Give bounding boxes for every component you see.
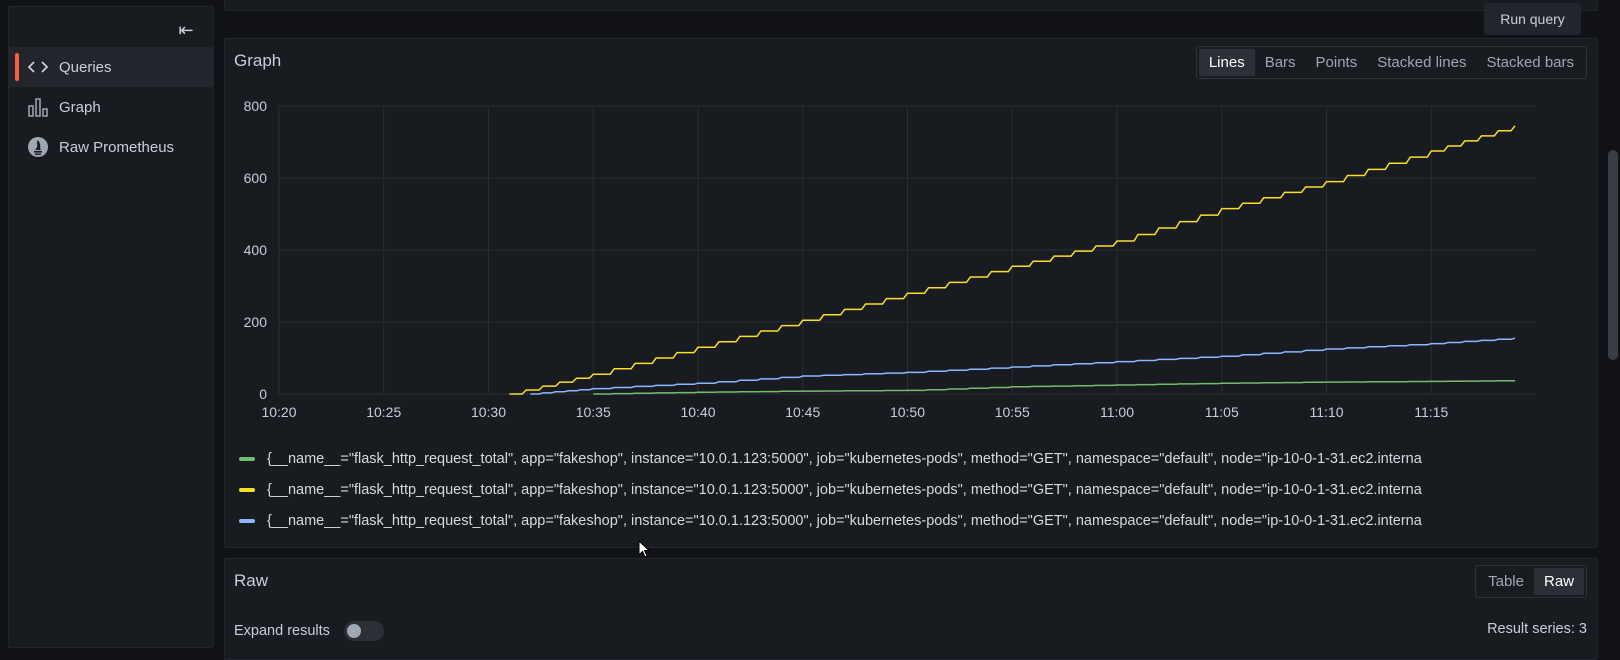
legend-item[interactable]: {__name__="flask_http_request_total", ap… [239, 443, 1584, 474]
legend-label: {__name__="flask_http_request_total", ap… [267, 513, 1422, 529]
mouse-cursor-icon [638, 540, 650, 558]
graph-panel-title: Graph [234, 51, 281, 71]
y-tick-label: 600 [244, 170, 268, 186]
legend-item[interactable]: {__name__="flask_http_request_total", ap… [239, 505, 1584, 536]
y-tick-label: 800 [244, 98, 268, 114]
x-tick-label: 10:25 [366, 404, 401, 420]
code-icon [27, 56, 49, 78]
raw-mode-selector: Table Raw [1475, 565, 1587, 598]
sidebar-item-label: Raw Prometheus [59, 139, 174, 156]
x-tick-label: 11:15 [1414, 404, 1448, 420]
x-tick-label: 10:45 [785, 404, 820, 420]
legend-swatch [239, 519, 255, 523]
legend-label: {__name__="flask_http_request_total", ap… [267, 482, 1422, 498]
graph-mode-selector: Lines Bars Points Stacked lines Stacked … [1196, 46, 1587, 79]
collapse-sidebar-button[interactable]: ⇤ [173, 19, 199, 41]
line-chart: 0 200 400 600 800 10:20 10:25 10:30 10:35 10:40 10… [225, 89, 1597, 439]
mode-stacked-bars-button[interactable]: Stacked bars [1476, 49, 1584, 76]
legend-item[interactable]: {__name__="flask_http_request_total", ap… [239, 474, 1584, 505]
x-tick-label: 11:05 [1205, 404, 1239, 420]
run-query-button[interactable]: Run query [1484, 3, 1581, 35]
y-tick-label: 400 [244, 242, 268, 258]
sidebar-item-raw-prometheus[interactable]: Raw Prometheus [9, 127, 213, 167]
x-tick-label: 10:50 [890, 404, 925, 420]
y-tick-label: 200 [244, 314, 268, 330]
series-line [530, 338, 1515, 394]
graph-panel: Graph Lines Bars Points Stacked lines St… [224, 38, 1598, 548]
sidebar-nav: Queries Graph Raw Prometheus [9, 47, 213, 167]
sidebar: ⇤ Queries Graph Raw Prometheus [8, 6, 214, 648]
x-tick-label: 11:00 [1100, 404, 1134, 420]
page-scrollbar[interactable] [1608, 150, 1618, 360]
legend-swatch [239, 488, 255, 492]
sidebar-item-label: Queries [59, 59, 112, 76]
bar-chart-icon [27, 96, 49, 118]
x-tick-label: 10:35 [576, 404, 611, 420]
collapse-left-icon: ⇤ [178, 20, 193, 40]
x-tick-label: 10:55 [995, 404, 1030, 420]
legend-swatch [239, 457, 255, 461]
mode-bars-button[interactable]: Bars [1255, 49, 1306, 76]
mode-points-button[interactable]: Points [1306, 49, 1368, 76]
expand-results-label: Expand results [234, 623, 330, 639]
expand-results-toggle[interactable] [344, 621, 384, 641]
x-tick-label: 10:30 [471, 404, 506, 420]
raw-panel-title: Raw [234, 571, 268, 591]
y-tick-label: 0 [259, 386, 267, 402]
sidebar-item-queries[interactable]: Queries [9, 47, 213, 87]
expand-results-row: Expand results [234, 621, 384, 641]
result-series-count: Result series: 3 [1487, 621, 1587, 637]
chart-legend: {__name__="flask_http_request_total", ap… [239, 443, 1584, 536]
mode-stacked-lines-button[interactable]: Stacked lines [1367, 49, 1476, 76]
x-tick-label: 11:10 [1310, 404, 1344, 420]
series-line [593, 381, 1515, 394]
query-editor-panel [224, 0, 1598, 11]
mode-raw-button[interactable]: Raw [1534, 568, 1584, 595]
prometheus-icon [27, 136, 49, 158]
sidebar-item-label: Graph [59, 99, 101, 116]
raw-panel: Raw Table Raw Expand results Result seri… [224, 558, 1598, 660]
x-tick-label: 10:20 [261, 404, 296, 420]
sidebar-item-graph[interactable]: Graph [9, 87, 213, 127]
legend-label: {__name__="flask_http_request_total", ap… [267, 451, 1422, 467]
mode-table-button[interactable]: Table [1478, 568, 1534, 595]
mode-lines-button[interactable]: Lines [1199, 49, 1255, 76]
x-tick-label: 10:40 [680, 404, 715, 420]
